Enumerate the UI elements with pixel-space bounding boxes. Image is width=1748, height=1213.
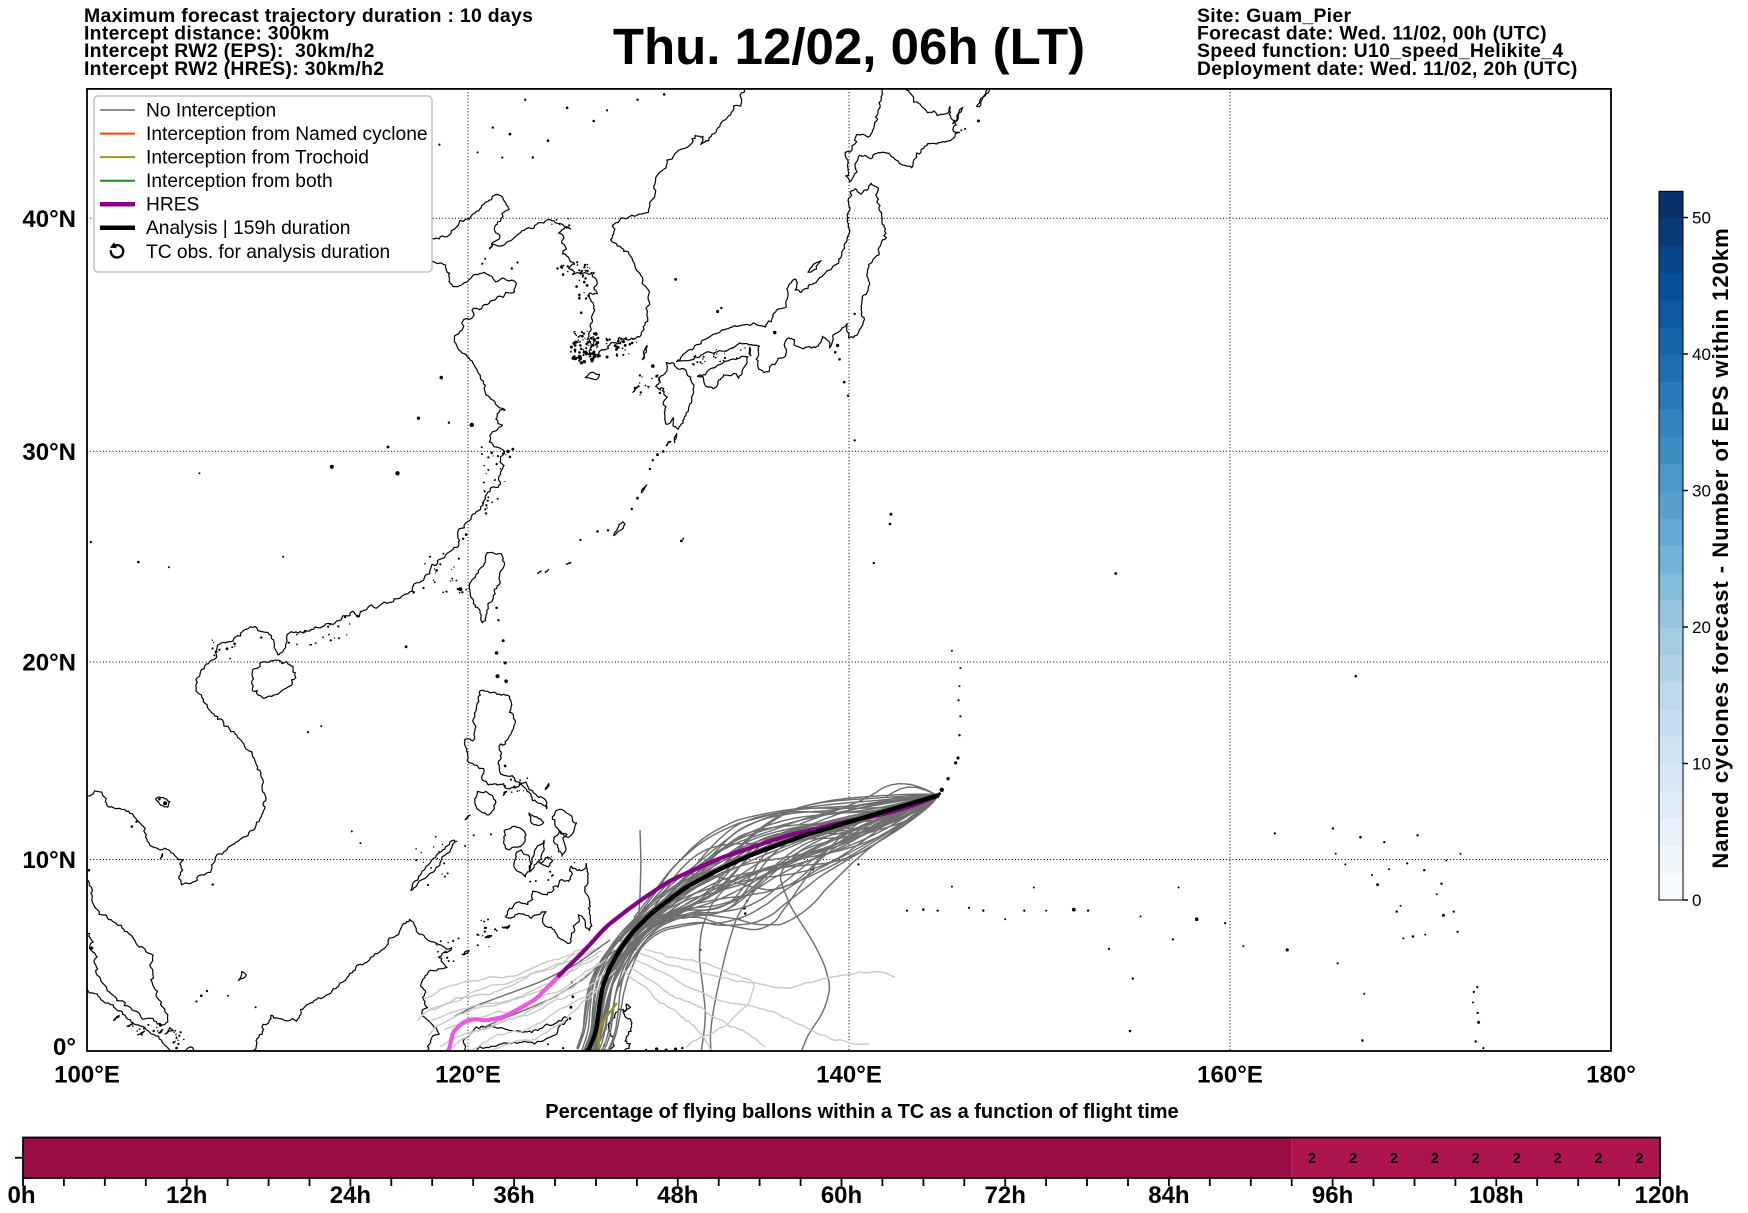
svg-text:10: 10 [1692,755,1711,774]
svg-text:2: 2 [1472,1151,1480,1167]
svg-text:72h: 72h [985,1182,1026,1209]
svg-text:140°E: 140°E [816,1062,882,1089]
svg-text:2: 2 [1554,1151,1562,1167]
svg-text:108h: 108h [1469,1182,1524,1209]
svg-text:20: 20 [1692,618,1711,637]
svg-text:Analysis | 159h duration: Analysis | 159h duration [146,218,350,239]
svg-text:Speed function: U10_speed_Heli: Speed function: U10_speed_Helikite_4 [1197,40,1563,62]
svg-text:No Interception: No Interception [146,101,276,122]
svg-text:12h: 12h [166,1182,207,1209]
svg-text:20°N: 20°N [22,650,76,677]
svg-text:Thu. 12/02, 06h (LT): Thu. 12/02, 06h (LT) [613,18,1085,75]
svg-text:Named cyclones forecast - Numb: Named cyclones forecast - Number of EPS … [1708,227,1733,868]
svg-text:0: 0 [1692,891,1701,910]
svg-text:2: 2 [1513,1151,1521,1167]
svg-text:Maximum forecast trajectory du: Maximum forecast trajectory duration : 1… [84,5,533,27]
svg-text:96h: 96h [1312,1182,1353,1209]
svg-text:2: 2 [1635,1151,1643,1167]
svg-text:2: 2 [1595,1151,1603,1167]
svg-text:160°E: 160°E [1197,1062,1263,1089]
svg-text:50: 50 [1692,209,1711,228]
svg-text:40°N: 40°N [22,206,76,233]
svg-text:Site: Guam_Pier: Site: Guam_Pier [1197,5,1351,27]
svg-text:48h: 48h [657,1182,698,1209]
svg-text:2: 2 [1308,1151,1316,1167]
svg-text:120h: 120h [1635,1182,1690,1209]
svg-text:36h: 36h [493,1182,534,1209]
svg-text:120°E: 120°E [435,1062,501,1089]
svg-text:10°N: 10°N [22,847,76,874]
svg-text:Interception from Trochoid: Interception from Trochoid [146,148,369,169]
svg-text:Interception from both: Interception from both [146,171,333,192]
svg-text:30: 30 [1692,482,1711,501]
svg-text:Deployment date: Wed. 11/02, 2: Deployment date: Wed. 11/02, 20h (UTC) [1197,58,1578,80]
svg-text:TC obs. for analysis duration: TC obs. for analysis duration [146,242,390,263]
svg-text:Intercept RW2 (EPS): 30km/h2: Intercept RW2 (EPS): 30km/h2 [84,40,375,62]
svg-text:100°E: 100°E [54,1062,120,1089]
svg-text:2: 2 [1390,1151,1398,1167]
svg-text:60h: 60h [821,1182,862,1209]
svg-text:2: 2 [1349,1151,1357,1167]
svg-text:2: 2 [1431,1151,1439,1167]
svg-text:0h: 0h [7,1182,35,1209]
svg-text:Interception from Named cyclon: Interception from Named cyclone [146,124,428,145]
svg-text:Intercept distance: 300km: Intercept distance: 300km [84,23,330,45]
svg-text:Forecast date: Wed. 11/02, 00h: Forecast date: Wed. 11/02, 00h (UTC) [1197,23,1547,45]
svg-text:Intercept RW2 (HRES): 30km/h2: Intercept RW2 (HRES): 30km/h2 [84,58,384,80]
svg-text:30°N: 30°N [22,439,76,466]
svg-text:40: 40 [1692,345,1711,364]
svg-text:0°: 0° [53,1034,76,1061]
svg-text:84h: 84h [1148,1182,1189,1209]
svg-text:180°: 180° [1586,1062,1636,1089]
svg-text:Percentage of flying ballons w: Percentage of flying ballons within a TC… [545,1101,1178,1123]
svg-text:24h: 24h [330,1182,371,1209]
svg-text:HRES: HRES [146,195,199,216]
